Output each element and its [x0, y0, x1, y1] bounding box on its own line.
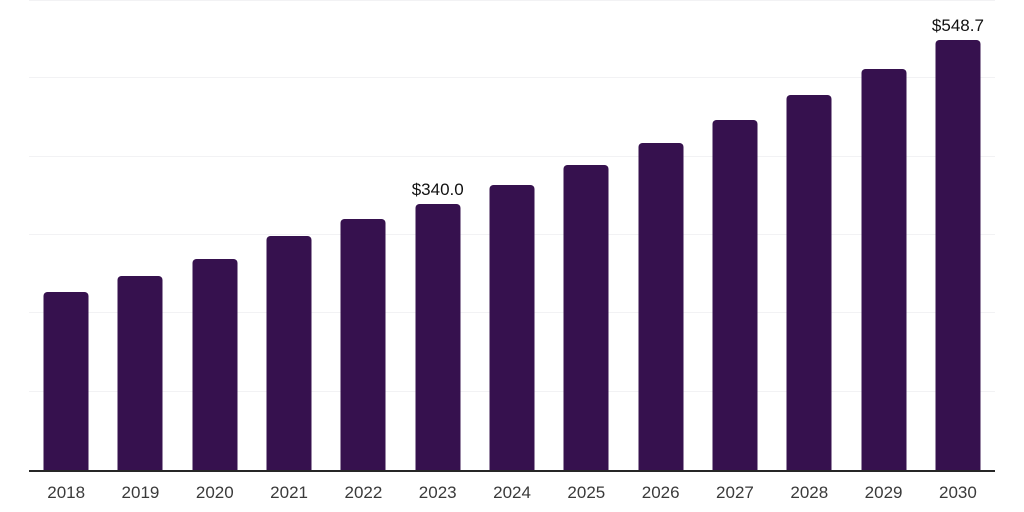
bar-slot-2029	[846, 0, 920, 470]
bar-slot-2019	[103, 0, 177, 470]
bar-2019	[117, 276, 163, 470]
bar-slot-2028	[772, 0, 846, 470]
x-tick-2029: 2029	[864, 483, 903, 502]
x-tick-2027: 2027	[716, 483, 754, 502]
bars-layer: $340.0 $548.7	[29, 0, 995, 470]
bar-slot-2027	[698, 0, 772, 470]
bar-2020	[192, 258, 238, 470]
bar-2024	[489, 184, 535, 470]
bar-2023	[415, 203, 461, 470]
x-tick-2020: 2020	[195, 483, 234, 502]
x-tick-2021: 2021	[270, 483, 308, 502]
bar-slot-2030: $548.7	[921, 0, 995, 470]
bar-slot-2018	[29, 0, 103, 470]
plot-area: $340.0 $548.7	[29, 0, 995, 470]
x-tick-2019: 2019	[121, 483, 160, 502]
bar-2022	[340, 219, 386, 470]
x-tick-2028: 2028	[790, 483, 829, 502]
bar-2025	[563, 164, 609, 470]
gridline-600	[29, 0, 995, 1]
bar-2026	[638, 143, 684, 470]
bar-slot-2025	[549, 0, 623, 470]
gridline-400	[29, 156, 995, 157]
bar-2018	[43, 292, 89, 470]
bar-2027	[712, 120, 758, 470]
bar-2028	[786, 95, 832, 470]
x-tick-2030: 2030	[938, 483, 977, 502]
x-axis-line	[29, 470, 995, 472]
x-tick-2026: 2026	[641, 483, 680, 502]
bar-slot-2023: $340.0	[401, 0, 475, 470]
data-label-2023: $340.0	[411, 179, 464, 199]
gridline-500	[29, 77, 995, 78]
bar-2021	[266, 235, 312, 470]
bar-slot-2020	[178, 0, 252, 470]
bar-2030	[935, 40, 981, 470]
bar-2029	[861, 68, 907, 470]
bar-slot-2021	[252, 0, 326, 470]
x-axis-tick-labels: 2018 2019 2020 2021 2022 2023 2024 2025 2026 2027…	[29, 483, 995, 503]
x-tick-2022: 2022	[344, 483, 383, 502]
bar-slot-2024	[475, 0, 549, 470]
bar-slot-2022	[326, 0, 400, 470]
x-tick-2024: 2024	[493, 483, 531, 502]
x-tick-2018: 2018	[47, 483, 86, 502]
bar-slot-2026	[624, 0, 698, 470]
x-tick-2023: 2023	[418, 483, 457, 502]
x-tick-2025: 2025	[567, 483, 606, 502]
data-label-2030: $548.7	[931, 16, 984, 36]
